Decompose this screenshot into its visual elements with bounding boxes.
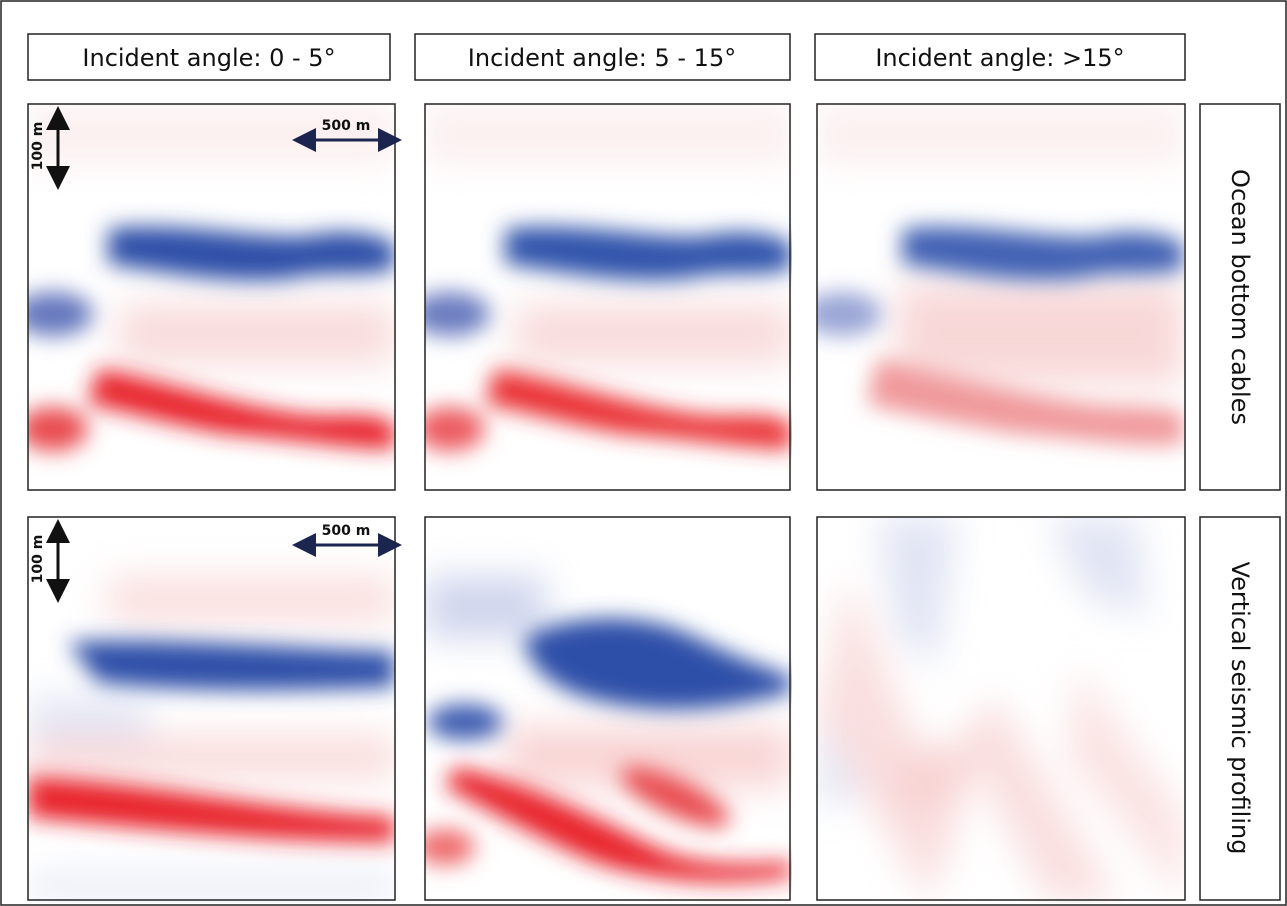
- seismic-panel: [410, 104, 792, 490]
- column-header: Incident angle: 0 - 5°: [82, 44, 335, 72]
- column-header: Incident angle: >15°: [875, 44, 1124, 72]
- seismic-panel: [817, 517, 1185, 900]
- row-label: Ocean bottom cables: [1226, 169, 1254, 425]
- seismic-panel: [28, 517, 395, 902]
- seismic-panel: [13, 104, 395, 490]
- row-label: Vertical seismic profiling: [1226, 562, 1254, 855]
- horizontal-scale-label: 500 m: [322, 523, 371, 539]
- horizontal-scale-label: 500 m: [322, 118, 371, 134]
- seismic-panel: [415, 517, 792, 900]
- figure: Incident angle: 0 - 5° Incident angle: 5…: [0, 0, 1287, 906]
- vertical-scale-label: 100 m: [30, 535, 46, 584]
- column-header: Incident angle: 5 - 15°: [468, 44, 736, 72]
- vertical-scale-label: 100 m: [30, 122, 46, 171]
- seismic-panel: [802, 104, 1185, 490]
